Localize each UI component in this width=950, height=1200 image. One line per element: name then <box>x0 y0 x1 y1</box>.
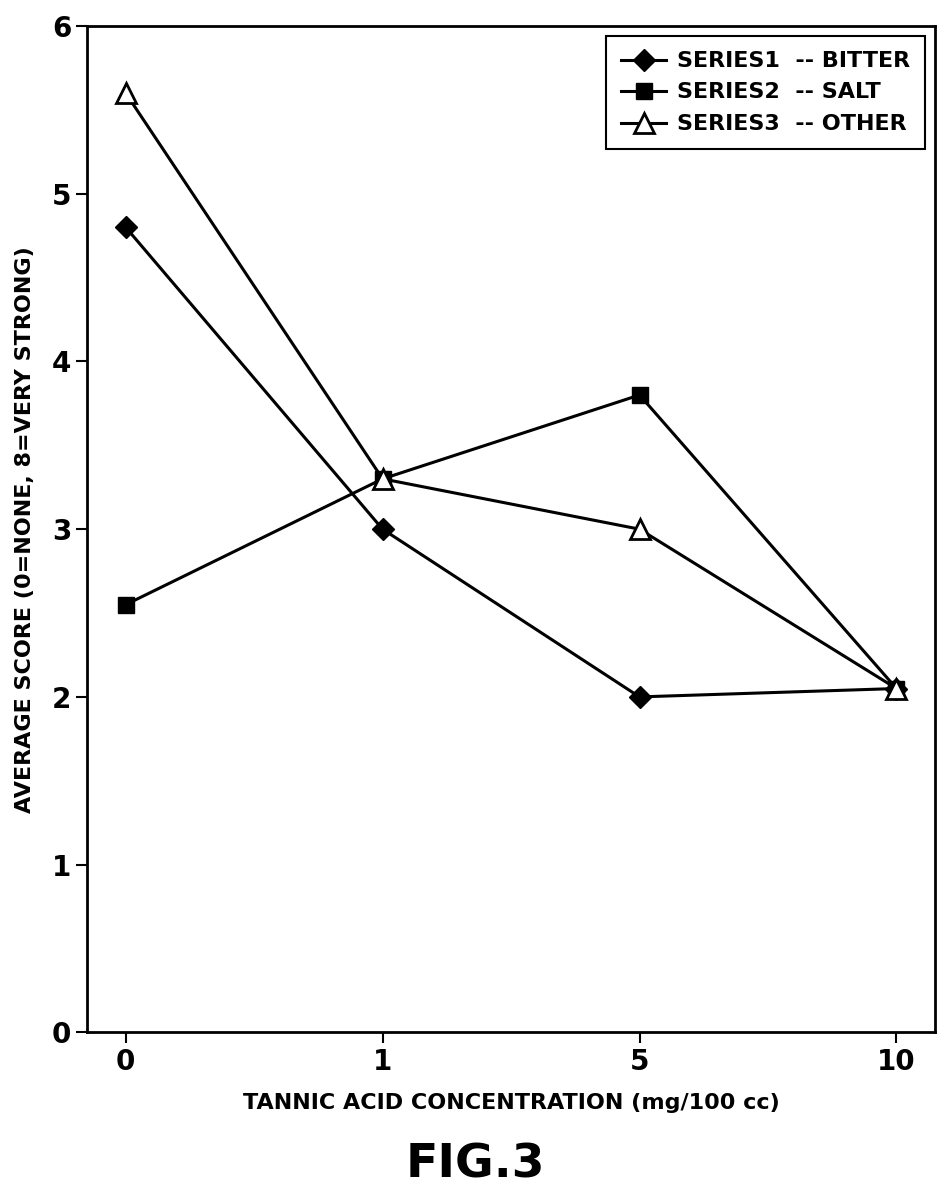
Text: FIG.3: FIG.3 <box>406 1142 544 1188</box>
Legend: SERIES1  -- BITTER, SERIES2  -- SALT, SERIES3  -- OTHER: SERIES1 -- BITTER, SERIES2 -- SALT, SERI… <box>606 36 924 149</box>
Y-axis label: AVERAGE SCORE (0=NONE, 8=VERY STRONG): AVERAGE SCORE (0=NONE, 8=VERY STRONG) <box>15 246 35 812</box>
X-axis label: TANNIC ACID CONCENTRATION (mg/100 cc): TANNIC ACID CONCENTRATION (mg/100 cc) <box>242 1093 779 1114</box>
